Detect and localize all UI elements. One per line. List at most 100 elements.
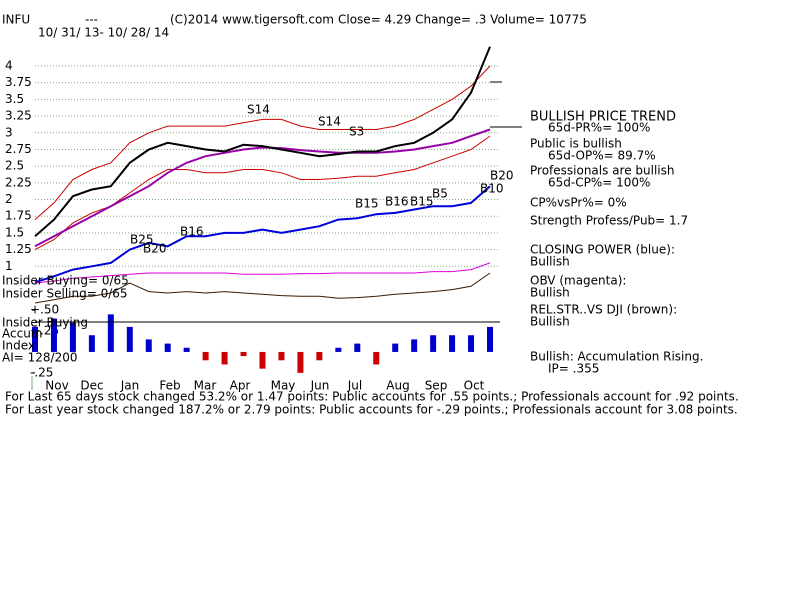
x-tick-label: May: [271, 379, 296, 393]
y-tick-label: 1.25: [5, 242, 32, 256]
status-text: Bullish: [530, 255, 570, 269]
side-label: Index: [2, 339, 35, 353]
y-tick-label: +.50: [30, 303, 59, 317]
status-text: Bullish: [530, 315, 570, 329]
series-line: [34, 272, 491, 304]
x-tick-label: Dec: [80, 379, 103, 393]
copyright: (C)2014 www.tigersoft.com: [170, 13, 334, 27]
x-tick-label: Feb: [159, 379, 180, 393]
x-tick-label: Mar: [194, 379, 217, 393]
signal-label: B25: [130, 233, 154, 247]
status-text: Strength Profess/Pub= 1.7: [530, 214, 688, 228]
y-tick-label: 1.75: [5, 209, 32, 223]
status-text: 65d-PR%= 100%: [548, 121, 650, 135]
y-tick-label: 3.5: [5, 92, 24, 106]
quote: Close= 4.29 Change= .3 Volume= 10775: [338, 13, 587, 27]
side-label: Insider Buying: [2, 316, 88, 330]
accumulation-bar: [316, 351, 323, 361]
y-tick-label: 3: [5, 125, 13, 139]
accumulation-bar: [449, 335, 456, 352]
accumulation-bar: [487, 326, 493, 352]
accumulation-bar: [107, 314, 114, 352]
accumulation-bar: [164, 343, 171, 352]
x-tick-label: Nov: [45, 379, 68, 393]
accumulation-bar: [354, 343, 361, 352]
signal-label: B20: [143, 242, 167, 256]
accumulation-bar: [32, 326, 38, 352]
series-line: [34, 128, 491, 248]
accumulation-bar: [145, 339, 152, 352]
status-text: REL.STR..VS DJI (brown):: [530, 303, 677, 317]
accumulation-bar: [392, 343, 399, 352]
series-line: [34, 65, 491, 220]
y-tick-label: 1.5: [5, 225, 24, 239]
signal-label: B5: [432, 187, 448, 201]
x-tick-label: Aug: [386, 379, 409, 393]
status-text: Public is bullish: [530, 137, 622, 151]
accumulation-bar: [411, 339, 418, 352]
x-tick-label: Sep: [425, 379, 448, 393]
series-line: [34, 135, 491, 251]
status-text: IP= .355: [548, 362, 599, 376]
side-label: AI= 128/200: [2, 351, 77, 365]
status-text: CP%vsPr%= 0%: [530, 196, 627, 210]
accumulation-bar: [468, 335, 475, 352]
y-tick-label: 4: [5, 59, 13, 73]
accumulation-bar: [259, 351, 266, 369]
y-tick-label: 1: [5, 259, 13, 273]
accumulation-bar: [297, 351, 304, 373]
side-label: Accum: [2, 327, 43, 341]
x-tick-label: Oct: [464, 379, 485, 393]
accumulation-bar: [373, 351, 380, 365]
status-text: BULLISH PRICE TREND: [530, 110, 676, 125]
x-tick-label: Jan: [120, 379, 140, 393]
period: 10/ 31/ 13- 10/ 28/ 14: [38, 26, 169, 40]
x-tick-label: Jul: [347, 379, 362, 393]
footer-text: For Last year stock changed 187.2% or 2.…: [5, 403, 738, 417]
y-tick-label: -.25: [30, 365, 53, 379]
signal-label: B16: [385, 195, 409, 209]
accumulation-bar: [221, 351, 228, 365]
footer-text: For Last 65 days stock changed 53.2% or …: [5, 390, 739, 404]
y-tick-label: 2.25: [5, 175, 32, 189]
signal-label: B15: [355, 197, 379, 211]
signal-label: B20: [490, 169, 514, 183]
x-tick-label: Apr: [230, 379, 251, 393]
series-line: [34, 46, 491, 237]
y-tick-label: 2.5: [5, 159, 24, 173]
accumulation-bar: [126, 326, 133, 352]
status-text: CLOSING POWER (blue):: [530, 243, 675, 257]
status-text: Bullish: [530, 286, 570, 300]
signal-label: B15: [410, 195, 434, 209]
status-text: Professionals are bullish: [530, 164, 675, 178]
accumulation-bar: [50, 318, 57, 352]
status-text: 65d-OP%= 89.7%: [548, 149, 656, 163]
signal-label: B16: [180, 225, 204, 239]
accumulation-bar: [430, 335, 437, 352]
signal-label: B10: [480, 182, 504, 196]
dash: ---: [85, 13, 98, 27]
status-text: Bullish: Accumulation Rising.: [530, 350, 703, 364]
series-line: [34, 185, 491, 284]
status-text: OBV (magenta):: [530, 274, 626, 288]
y-tick-label: 3.75: [5, 75, 32, 89]
side-label: Insider Selling= 0/65: [2, 287, 128, 301]
signal-label: S14: [247, 103, 270, 117]
signal-label: S3: [349, 125, 364, 139]
accumulation-bar: [240, 351, 247, 357]
series-line: [34, 262, 491, 284]
accumulation-bar: [69, 322, 76, 352]
accumulation-bar: [88, 335, 95, 352]
signal-label: S14: [318, 115, 341, 129]
accumulation-bar: [202, 351, 209, 361]
accumulation-bar: [335, 347, 342, 352]
side-label: Insider Buying= 0/65: [2, 274, 129, 288]
accumulation-bar: [183, 347, 190, 352]
status-text: 65d-CP%= 100%: [548, 176, 650, 190]
accumulation-bar: [278, 351, 285, 361]
y-tick-label: 2: [5, 192, 13, 206]
y-tick-label: 2.75: [5, 142, 32, 156]
x-tick-label: Jun: [310, 379, 330, 393]
symbol: INFU: [2, 13, 30, 27]
